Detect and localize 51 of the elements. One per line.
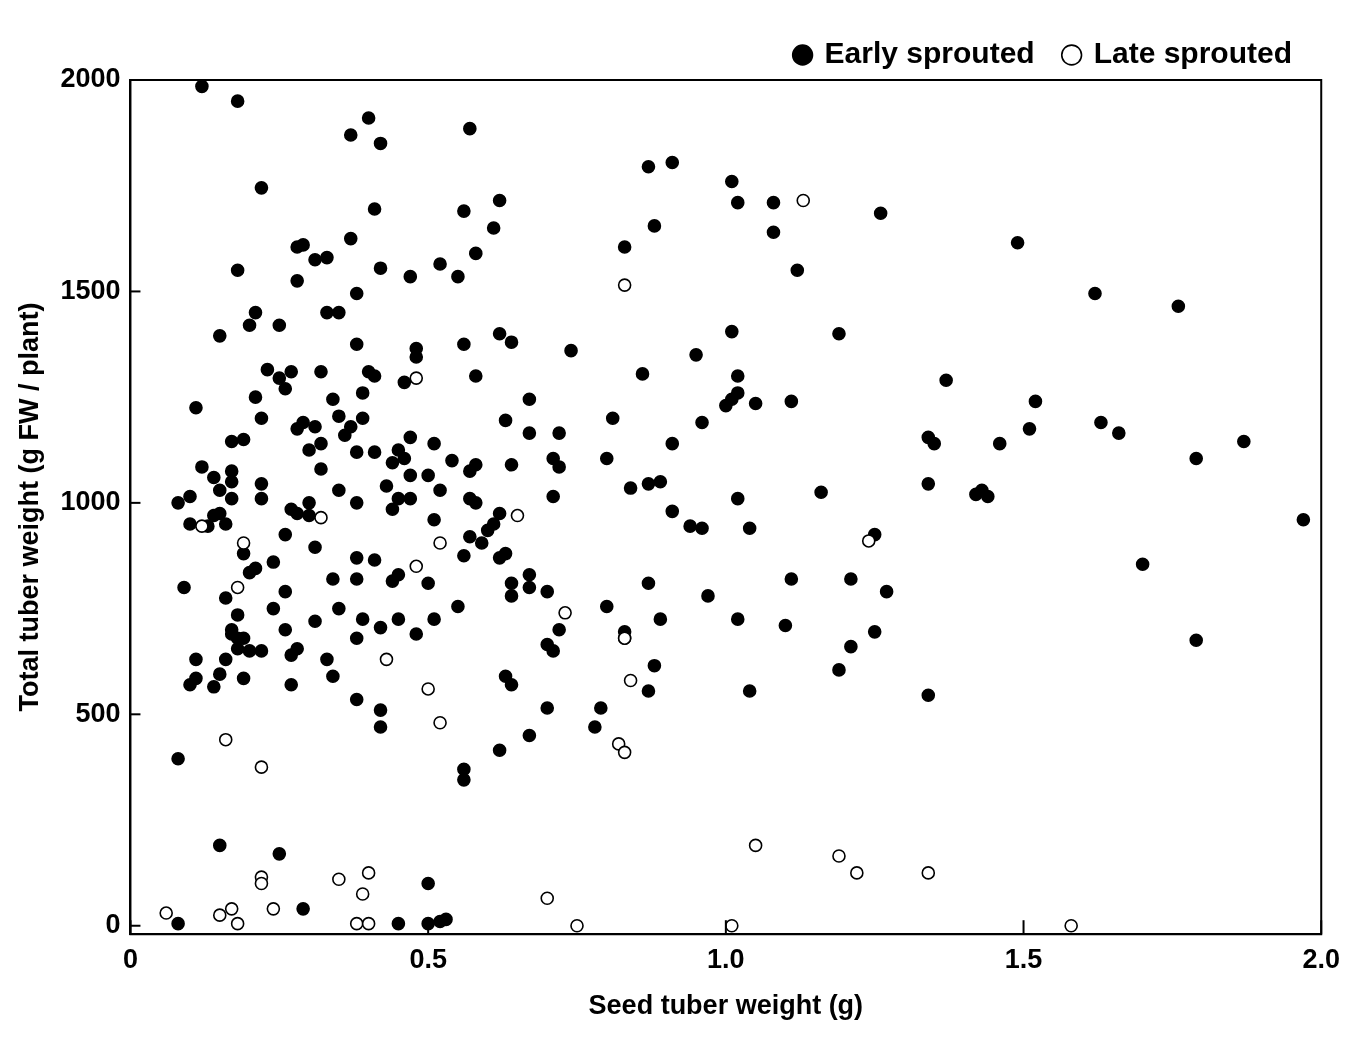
- point: [832, 849, 846, 863]
- legend-label: Late sprouted: [1093, 36, 1292, 70]
- point: [349, 916, 364, 931]
- y-tick-label: 1500: [60, 274, 121, 305]
- point: [355, 887, 370, 901]
- legend-label: Early sprouted: [824, 36, 1035, 70]
- x-tick-label: 1.5: [1004, 943, 1043, 974]
- point: [254, 876, 269, 891]
- point: [409, 559, 424, 574]
- point: [218, 732, 233, 747]
- point: [361, 916, 376, 931]
- point: [617, 278, 632, 292]
- y-tick-label: 0: [105, 909, 121, 940]
- point: [212, 908, 227, 922]
- x-axis-title: Seed tuber weight (g): [588, 990, 864, 1021]
- point: [230, 580, 245, 595]
- point: [361, 866, 376, 880]
- y-tick-label: 2000: [60, 63, 121, 94]
- x-tick-label: 0.5: [409, 943, 447, 974]
- x-tick-label: 2.0: [1302, 943, 1341, 974]
- x-tick-label: 1.0: [707, 943, 745, 974]
- y-tick-label: 1000: [60, 486, 121, 517]
- point: [421, 682, 435, 696]
- point: [617, 745, 632, 760]
- point: [850, 866, 864, 880]
- point: [433, 536, 447, 550]
- point: [558, 606, 572, 620]
- point: [314, 510, 328, 525]
- point: [433, 715, 447, 730]
- point: [1064, 918, 1078, 933]
- point: [332, 872, 346, 887]
- point: [254, 760, 269, 774]
- point: [921, 866, 936, 880]
- point: [409, 371, 424, 385]
- point: [159, 906, 173, 920]
- point: [540, 891, 555, 906]
- point: [861, 534, 876, 548]
- point: [796, 193, 811, 208]
- point: [748, 838, 763, 853]
- point: [195, 519, 209, 533]
- point: [570, 918, 584, 933]
- point: [224, 902, 239, 916]
- point: [623, 673, 638, 688]
- point: [510, 508, 525, 523]
- point: [725, 918, 739, 933]
- y-tick-label: 500: [75, 697, 121, 728]
- point: [230, 916, 245, 931]
- point: [236, 536, 251, 550]
- point: [379, 652, 394, 667]
- y-axis-title: Total tuber weight (g FW / plant): [13, 302, 44, 712]
- point: [266, 902, 281, 916]
